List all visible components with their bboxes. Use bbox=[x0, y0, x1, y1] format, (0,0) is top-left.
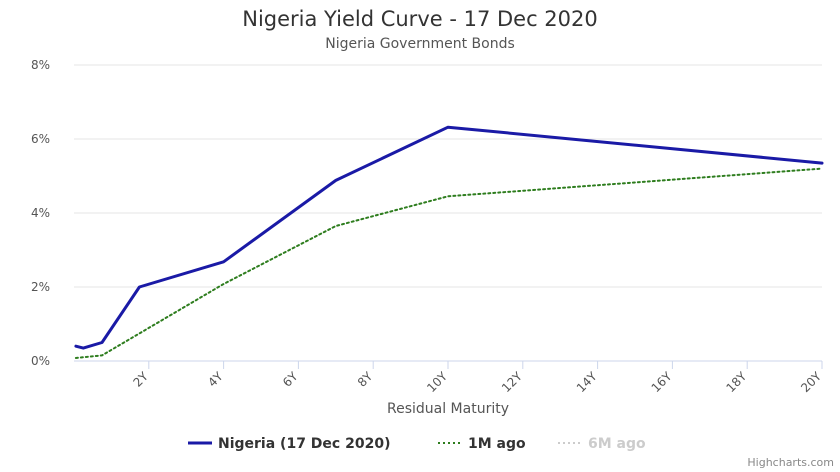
legend-item-0[interactable]: Nigeria (17 Dec 2020) bbox=[188, 436, 390, 452]
legend-label: 6M ago bbox=[588, 436, 646, 452]
x-axis bbox=[74, 360, 823, 369]
x-tick-label: 8Y bbox=[355, 369, 376, 390]
x-tick-label: 18Y bbox=[723, 369, 749, 395]
credits-link[interactable]: Highcharts.com bbox=[747, 456, 834, 469]
x-tick-label: 12Y bbox=[499, 369, 525, 395]
legend-label: Nigeria (17 Dec 2020) bbox=[218, 436, 390, 452]
x-axis-title: Residual Maturity bbox=[387, 401, 509, 417]
legend-item-2[interactable]: 6M ago bbox=[558, 436, 646, 452]
x-tick-label: 14Y bbox=[574, 369, 600, 395]
x-tick-label: 6Y bbox=[280, 369, 301, 390]
x-tick-label: 4Y bbox=[205, 369, 226, 390]
grid-lines bbox=[74, 64, 822, 362]
x-tick-label: 2Y bbox=[130, 369, 151, 390]
legend-item-1[interactable]: 1M ago bbox=[438, 436, 526, 452]
series-lines bbox=[74, 125, 824, 359]
legend-label: 1M ago bbox=[468, 436, 526, 452]
x-axis-labels: 2Y 4Y 6Y 8Y 10Y 12Y 14Y 16Y 18Y 20Y bbox=[130, 369, 824, 395]
chart-title: Nigeria Yield Curve - 17 Dec 2020 bbox=[242, 7, 598, 31]
x-tick-label: 10Y bbox=[424, 369, 450, 395]
y-axis-labels: 0% 2% 4% 6% 8% bbox=[31, 58, 50, 368]
y-tick-label: 6% bbox=[31, 132, 50, 146]
y-tick-label: 4% bbox=[31, 206, 50, 220]
series-line-1[interactable] bbox=[74, 167, 823, 359]
y-tick-label: 0% bbox=[31, 354, 50, 368]
x-tick-label: 20Y bbox=[798, 369, 824, 395]
y-tick-label: 2% bbox=[31, 280, 50, 294]
legend: Nigeria (17 Dec 2020) 1M ago 6M ago bbox=[188, 436, 646, 452]
series-line-0[interactable] bbox=[74, 125, 824, 350]
x-tick-label: 16Y bbox=[649, 369, 675, 395]
chart-subtitle: Nigeria Government Bonds bbox=[325, 36, 515, 52]
y-tick-label: 8% bbox=[31, 58, 50, 72]
